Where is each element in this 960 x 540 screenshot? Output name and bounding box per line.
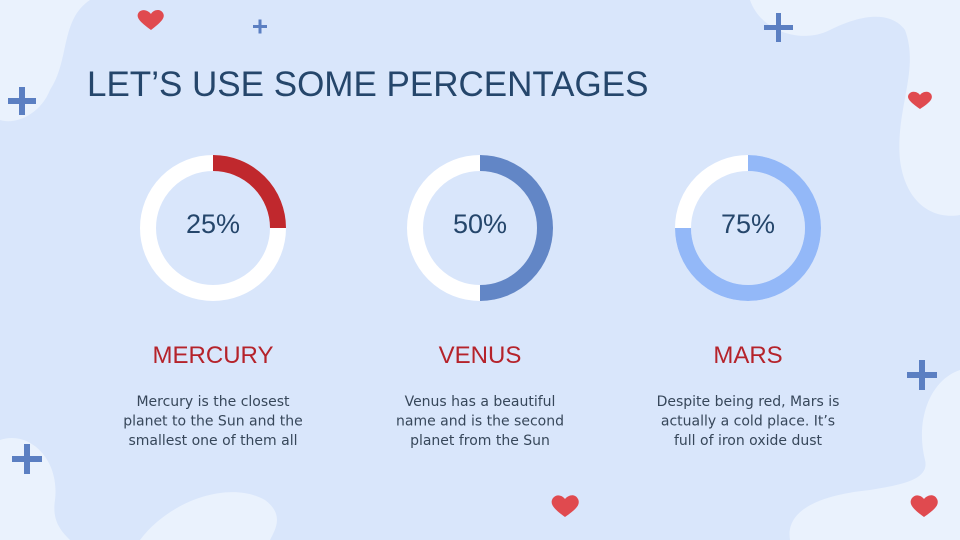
description-line: Mercury is the closest [136,394,290,410]
percent-label: 25% [186,209,240,239]
description-line: name and is the second [396,414,564,430]
planet-name: VENUS [439,342,522,369]
blob [0,438,70,540]
blob [750,0,960,216]
donut-arc [212,155,286,229]
heart-icons [137,10,938,517]
slide-title: LET’S USE SOME PERCENTAGES [87,65,648,104]
description-line: planet to the Sun and the [123,414,303,430]
description-line: full of iron oxide dust [674,433,823,449]
plus-icons [8,13,937,474]
percent-label: 75% [721,209,775,239]
donut-arc [675,155,821,301]
description-line: smallest one of them all [128,433,297,449]
donut-arc [479,155,553,301]
description-line: actually a cold place. It’s [661,414,835,430]
description-line: planet from the Sun [410,433,550,449]
description-line: Despite being red, Mars is [657,394,840,410]
blob [140,492,277,540]
description-line: Venus has a beautiful [405,394,556,410]
planet-name: MERCURY [153,342,274,369]
planet-name: MARS [713,342,782,369]
percent-label: 50% [453,209,507,239]
